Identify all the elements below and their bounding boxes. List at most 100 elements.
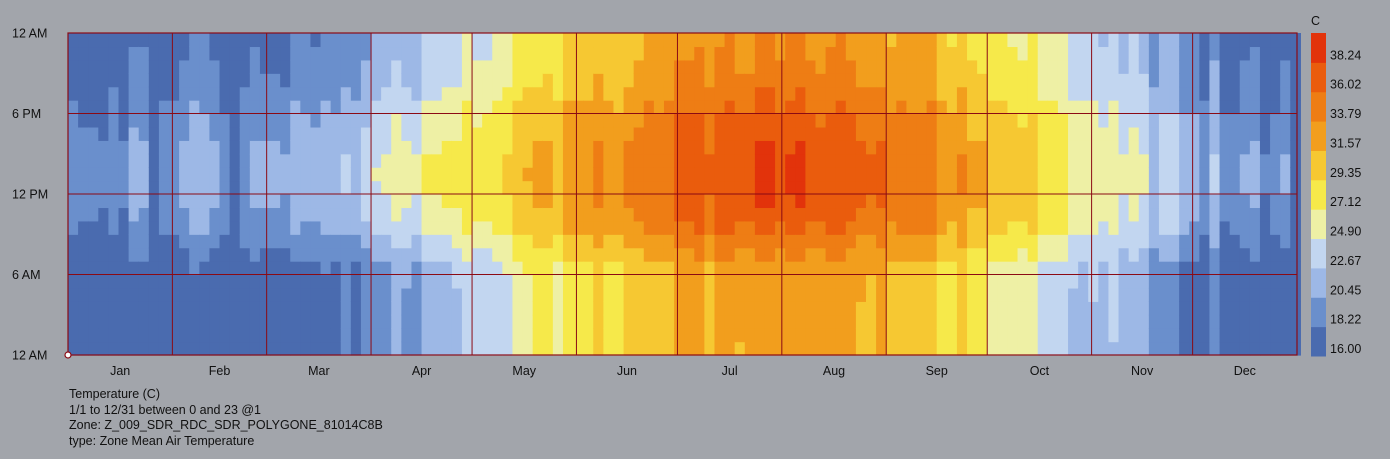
heatmap-cell bbox=[744, 220, 756, 235]
heatmap-cell bbox=[431, 73, 443, 88]
heatmap-cell bbox=[1249, 140, 1261, 155]
heatmap-cell bbox=[1138, 341, 1150, 356]
heatmap-cell bbox=[360, 73, 372, 88]
heatmap-cell bbox=[684, 314, 695, 329]
heatmap-cell bbox=[330, 328, 342, 343]
heatmap-cell bbox=[482, 100, 493, 115]
heatmap-cell bbox=[320, 328, 332, 343]
heatmap-cell bbox=[78, 33, 89, 48]
heatmap-cell bbox=[815, 140, 827, 155]
heatmap-cell bbox=[148, 220, 160, 235]
heatmap-cell bbox=[724, 126, 736, 141]
heatmap-cell bbox=[1007, 328, 1019, 343]
heatmap-cell bbox=[1290, 59, 1301, 74]
heatmap-cell bbox=[775, 287, 786, 302]
heatmap-cell bbox=[805, 153, 817, 168]
heatmap-cell bbox=[643, 113, 655, 128]
heatmap-cell bbox=[522, 113, 534, 128]
heatmap-cell bbox=[179, 234, 190, 249]
heatmap-cell bbox=[593, 194, 604, 209]
heatmap-cell bbox=[815, 274, 827, 289]
heatmap-cell bbox=[987, 46, 998, 61]
heatmap-cell bbox=[562, 194, 574, 209]
heatmap-cell bbox=[643, 180, 655, 195]
heatmap-cell bbox=[209, 287, 221, 302]
heatmap-cell bbox=[775, 153, 786, 168]
heatmap-cell bbox=[219, 341, 231, 356]
legend-tick-label: 36.02 bbox=[1330, 78, 1361, 92]
heatmap-cell bbox=[259, 86, 271, 101]
heatmap-cell bbox=[330, 301, 342, 316]
heatmap-cell bbox=[441, 153, 453, 168]
legend-tick-label: 16.00 bbox=[1330, 342, 1361, 356]
heatmap-cell bbox=[754, 59, 766, 74]
heatmap-cell bbox=[441, 301, 453, 316]
heatmap-cell bbox=[148, 46, 160, 61]
heatmap-cell bbox=[451, 220, 463, 235]
heatmap-cell bbox=[138, 301, 150, 316]
heatmap-cell bbox=[906, 180, 918, 195]
heatmap-cell bbox=[815, 247, 827, 262]
heatmap-cell bbox=[714, 301, 726, 316]
heatmap-cell bbox=[815, 126, 827, 141]
heatmap-cell bbox=[886, 180, 897, 195]
heatmap-cell bbox=[663, 126, 675, 141]
heatmap-cell bbox=[542, 341, 554, 356]
heatmap-cell bbox=[219, 113, 231, 128]
heatmap-cell bbox=[714, 113, 726, 128]
heatmap-cell bbox=[1189, 46, 1200, 61]
heatmap-cell bbox=[472, 314, 483, 329]
heatmap-cell bbox=[552, 180, 564, 195]
heatmap-cell bbox=[754, 33, 766, 48]
heatmap-cell bbox=[633, 194, 645, 209]
heatmap-cell bbox=[744, 301, 756, 316]
heatmap-cell bbox=[421, 328, 433, 343]
heatmap-cell bbox=[1189, 314, 1200, 329]
heatmap-cell bbox=[1078, 328, 1089, 343]
heatmap-cell bbox=[1057, 274, 1069, 289]
heatmap-cell bbox=[98, 33, 109, 48]
heatmap-cell bbox=[623, 220, 635, 235]
heatmap-cell bbox=[1158, 33, 1170, 48]
heatmap-cell bbox=[704, 113, 716, 128]
heatmap-cell bbox=[522, 341, 534, 356]
heatmap-cell bbox=[330, 153, 342, 168]
heatmap-cell bbox=[108, 86, 120, 101]
heatmap-cell bbox=[421, 100, 433, 115]
heatmap-cell bbox=[845, 301, 857, 316]
heatmap-cell bbox=[1098, 33, 1110, 48]
heatmap-cell bbox=[987, 314, 998, 329]
heatmap-cell bbox=[663, 287, 675, 302]
heatmap-cell bbox=[88, 234, 99, 249]
heatmap-cell bbox=[411, 220, 423, 235]
heatmap-cell bbox=[1290, 86, 1301, 101]
heatmap-cell bbox=[967, 46, 978, 61]
heatmap-cell bbox=[896, 301, 908, 316]
heatmap-cell bbox=[68, 314, 79, 329]
heatmap-cell bbox=[754, 234, 766, 249]
heatmap-cell bbox=[340, 100, 352, 115]
heatmap-cell bbox=[562, 180, 574, 195]
heatmap-cell bbox=[108, 194, 120, 209]
heatmap-cell bbox=[1199, 220, 1211, 235]
heatmap-cell bbox=[482, 287, 493, 302]
heatmap-cell bbox=[674, 220, 685, 235]
heatmap-cell bbox=[956, 46, 968, 61]
heatmap-cell bbox=[815, 113, 827, 128]
heatmap-cell bbox=[714, 274, 726, 289]
heatmap-cell bbox=[785, 274, 796, 289]
heatmap-cell bbox=[704, 220, 716, 235]
heatmap-cell bbox=[916, 247, 928, 262]
heatmap-cell bbox=[613, 167, 625, 182]
heatmap-cell bbox=[532, 46, 544, 61]
heatmap-cell bbox=[209, 113, 221, 128]
heatmap-cell bbox=[512, 341, 524, 356]
heatmap-cell bbox=[764, 167, 776, 182]
heatmap-cell bbox=[684, 234, 695, 249]
heatmap-cell bbox=[98, 287, 109, 302]
heatmap-cell bbox=[1027, 73, 1039, 88]
heatmap-cell bbox=[552, 234, 564, 249]
heatmap-cell bbox=[78, 59, 89, 74]
heatmap-cell bbox=[926, 113, 938, 128]
heatmap-cell bbox=[239, 341, 251, 356]
